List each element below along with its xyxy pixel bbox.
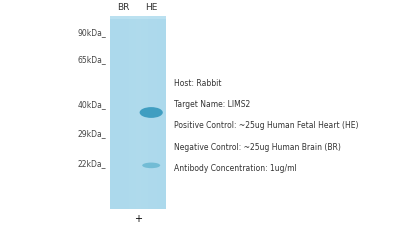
Bar: [163, 16, 164, 209]
Bar: [123, 16, 124, 209]
Bar: [115, 16, 116, 209]
Bar: [146, 16, 147, 209]
Text: 29kDa_: 29kDa_: [77, 129, 106, 138]
Bar: [148, 16, 149, 209]
Bar: [157, 16, 158, 209]
Text: Positive Control: ~25ug Human Fetal Heart (HE): Positive Control: ~25ug Human Fetal Hear…: [174, 122, 358, 130]
Bar: [127, 16, 128, 209]
Text: HE: HE: [145, 3, 157, 12]
Text: +: +: [134, 214, 142, 224]
Bar: [110, 16, 111, 209]
Bar: [126, 16, 127, 209]
Bar: [155, 16, 156, 209]
Bar: [122, 16, 123, 209]
Bar: [141, 16, 142, 209]
Bar: [129, 16, 130, 209]
Bar: [158, 16, 160, 209]
Bar: [144, 16, 146, 209]
Bar: [128, 16, 129, 209]
Bar: [152, 16, 153, 209]
Bar: [110, 16, 166, 19]
Bar: [132, 16, 133, 209]
Bar: [139, 16, 140, 209]
Bar: [165, 16, 166, 209]
Bar: [161, 16, 162, 209]
Bar: [160, 16, 161, 209]
Bar: [120, 16, 121, 209]
Bar: [110, 16, 166, 209]
Text: Host: Rabbit: Host: Rabbit: [174, 79, 222, 88]
Bar: [154, 16, 155, 209]
Bar: [116, 16, 118, 209]
Text: 65kDa_: 65kDa_: [77, 55, 106, 64]
Ellipse shape: [140, 107, 163, 118]
Bar: [133, 16, 134, 209]
Text: 22kDa_: 22kDa_: [78, 159, 106, 168]
Bar: [147, 16, 148, 209]
Bar: [138, 16, 139, 209]
Bar: [113, 16, 114, 209]
Bar: [130, 16, 132, 209]
Bar: [134, 16, 135, 209]
Bar: [112, 16, 113, 209]
Bar: [140, 16, 141, 209]
Ellipse shape: [142, 162, 160, 168]
Bar: [153, 16, 154, 209]
Text: 40kDa_: 40kDa_: [77, 100, 106, 109]
Bar: [164, 16, 165, 209]
Text: Antibody Concentration: 1ug/ml: Antibody Concentration: 1ug/ml: [174, 164, 297, 173]
Bar: [143, 16, 144, 209]
Bar: [149, 16, 150, 209]
Bar: [162, 16, 163, 209]
Bar: [125, 16, 126, 209]
Text: Negative Control: ~25ug Human Brain (BR): Negative Control: ~25ug Human Brain (BR): [174, 143, 341, 152]
Bar: [151, 16, 152, 209]
Text: BR: BR: [117, 3, 129, 12]
Bar: [136, 16, 137, 209]
Bar: [142, 16, 143, 209]
Bar: [118, 16, 119, 209]
Bar: [114, 16, 115, 209]
Bar: [111, 16, 112, 209]
Bar: [121, 16, 122, 209]
Text: Target Name: LIMS2: Target Name: LIMS2: [174, 100, 250, 109]
Bar: [119, 16, 120, 209]
Bar: [150, 16, 151, 209]
Text: 90kDa_: 90kDa_: [77, 28, 106, 37]
Bar: [124, 16, 125, 209]
Bar: [156, 16, 157, 209]
Bar: [137, 16, 138, 209]
Bar: [135, 16, 136, 209]
